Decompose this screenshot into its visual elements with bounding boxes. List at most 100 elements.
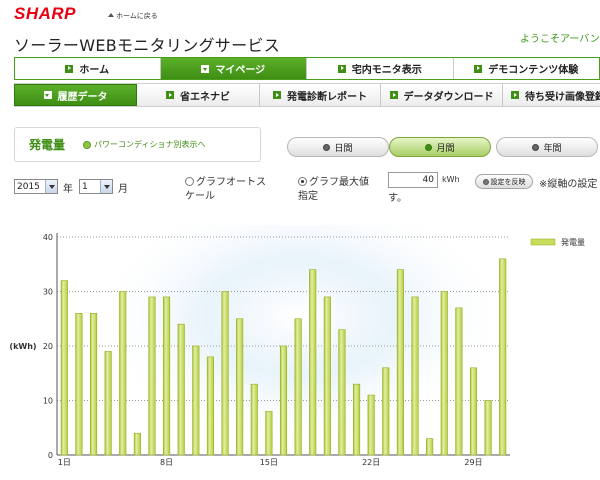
power-panel: 発電量 パワーコンディショナ別表示へ (14, 127, 261, 162)
bullet-icon (83, 140, 92, 149)
arrow-right-icon (166, 91, 174, 99)
bar-day-11[interactable] (206, 356, 214, 456)
nav-home-monitor[interactable]: 宅内モニタ表示 (307, 58, 454, 79)
bar-day-19[interactable] (323, 296, 331, 456)
chevron-down-icon (100, 180, 112, 193)
x-tick-label: 8日 (160, 458, 173, 467)
period-day-label: 日間 (334, 143, 353, 154)
apply-settings-label: 設定を反映 (490, 177, 526, 186)
bar-day-30[interactable] (484, 400, 492, 456)
y-axis-label: (kWh) (9, 342, 36, 351)
power-generation-chart: 0 10 20 30 40 (kWh) 1日 8日 15日 22日 29日 発電量 (0, 225, 600, 480)
subnav-data-download-label: データダウンロード (403, 91, 494, 103)
nav-demo[interactable]: デモコンテンツ体験 (454, 58, 600, 79)
y-tick-label: 20 (43, 342, 53, 351)
subnav-energy-navi[interactable]: 省エネナビ (137, 84, 260, 106)
y-tick-label: 40 (43, 233, 53, 242)
period-day-button[interactable]: 日間 (287, 137, 389, 157)
max-value-suffix: す。 (388, 193, 407, 204)
x-tick-label: 22日 (362, 458, 380, 467)
y-tick-label: 10 (43, 397, 53, 406)
arrow-right-icon (474, 64, 483, 73)
bar-day-14[interactable] (250, 383, 258, 456)
max-value-option[interactable]: グラフ最大値 (298, 173, 369, 188)
home-link-label: ホームに戻る (116, 12, 158, 20)
bar-day-25[interactable] (411, 296, 419, 456)
max-value-label-2: 指定 (298, 191, 318, 202)
bar-day-26[interactable] (426, 438, 434, 456)
bar-day-2[interactable] (75, 313, 83, 456)
nav-demo-label: デモコンテンツ体験 (488, 65, 579, 76)
bullet-icon (323, 143, 331, 151)
nav-home[interactable]: ホーム (15, 58, 161, 79)
bar-day-4[interactable] (104, 351, 112, 456)
arrow-right-icon (65, 64, 74, 73)
auto-scale-label-1: グラフオートス (196, 177, 266, 188)
bar-day-7[interactable] (148, 296, 156, 456)
year-unit: 年 (63, 184, 73, 195)
auto-scale-label-2: ケール (185, 191, 215, 202)
bar-day-23[interactable] (382, 367, 390, 456)
subnav-diagnosis-report[interactable]: 発電診断レポート (260, 84, 381, 106)
home-link[interactable]: ホームに戻る (108, 11, 158, 21)
bar-day-20[interactable] (338, 329, 346, 456)
bar-day-24[interactable] (396, 269, 404, 456)
arrow-right-icon (273, 91, 281, 99)
arrow-down-icon (201, 64, 210, 73)
bar-day-18[interactable] (309, 269, 317, 456)
x-tick-label: 15日 (260, 458, 278, 467)
bar-day-12[interactable] (221, 291, 229, 456)
period-month-label: 月間 (436, 143, 455, 154)
bar-day-29[interactable] (469, 367, 478, 456)
month-unit: 月 (118, 184, 128, 195)
auto-scale-radio[interactable] (185, 177, 194, 186)
bar-day-16[interactable] (279, 345, 288, 456)
main-nav: ホーム マイページ 宅内モニタ表示 デモコンテンツ体験 (14, 57, 600, 80)
nav-mypage-label: マイページ (215, 65, 266, 76)
period-month-button[interactable]: 月間 (389, 137, 491, 157)
max-value-input[interactable]: 40 (388, 172, 438, 188)
sharp-logo[interactable]: SHARP (14, 4, 77, 23)
nav-home-label: ホーム (79, 65, 110, 76)
subnav-diagnosis-report-label: 発電診断レポート (287, 91, 367, 103)
bar-day-31[interactable] (499, 258, 507, 456)
bar-day-3[interactable] (89, 313, 98, 456)
auto-scale-option[interactable]: グラフオートス (185, 173, 266, 188)
month-select[interactable]: 1 (79, 179, 113, 194)
bar-day-10[interactable] (192, 345, 200, 456)
legend-swatch (530, 238, 556, 246)
subnav-data-download[interactable]: データダウンロード (381, 84, 503, 106)
x-tick-label: 1日 (58, 458, 71, 467)
year-select[interactable]: 2015 (14, 179, 58, 194)
bar-day-13[interactable] (236, 318, 244, 456)
arrow-right-icon (389, 91, 398, 99)
bar-day-17[interactable] (294, 318, 302, 456)
bar-day-22[interactable] (367, 394, 375, 456)
bar-day-5[interactable] (119, 291, 127, 456)
subnav-wallpaper-label: 待ち受け画像登録 (525, 91, 600, 103)
bar-day-27[interactable] (440, 291, 448, 456)
subnav-wallpaper[interactable]: 待ち受け画像登録 (503, 84, 600, 106)
subnav-energy-navi-label: 省エネナビ (180, 91, 230, 103)
subnav-history[interactable]: 履歴データ (14, 84, 137, 106)
axis-setting-note: ※縦軸の設定 (539, 179, 598, 190)
nav-mypage[interactable]: マイページ (160, 58, 307, 79)
bar-day-9[interactable] (177, 323, 185, 456)
panel-title: 発電量 (29, 138, 66, 152)
pcs-view-link[interactable]: パワーコンディショナ別表示へ (83, 139, 205, 150)
max-value-label-1: グラフ最大値 (309, 177, 369, 188)
max-value-unit: kWh (442, 175, 460, 184)
apply-settings-button[interactable]: 設定を反映 (475, 174, 533, 189)
bar-day-28[interactable] (455, 307, 463, 456)
max-value-radio[interactable] (298, 177, 307, 186)
bar-day-1[interactable] (60, 280, 68, 456)
bar-day-8[interactable] (163, 296, 171, 456)
legend-label: 発電量 (561, 238, 585, 247)
bullet-icon (425, 143, 433, 151)
bar-day-15[interactable] (265, 411, 273, 456)
bar-day-21[interactable] (353, 383, 361, 456)
year-select-value: 2015 (17, 181, 40, 192)
period-year-button[interactable]: 年間 (496, 137, 598, 157)
period-year-label: 年間 (543, 143, 562, 154)
bar-day-6[interactable] (133, 432, 141, 456)
